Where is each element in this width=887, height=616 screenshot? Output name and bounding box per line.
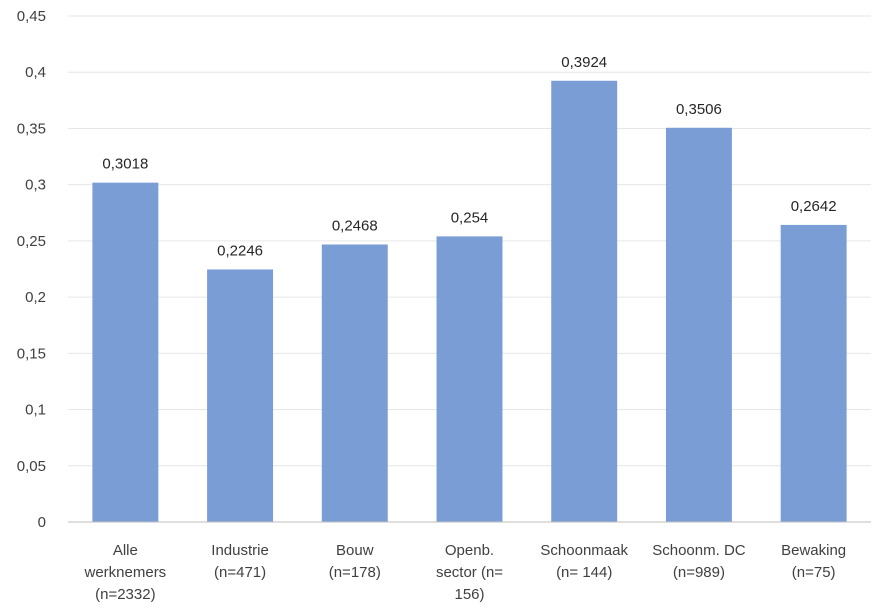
x-category-label: Alle werknemers (n=2332) xyxy=(84,542,167,603)
x-category-label-line: Industrie xyxy=(211,542,269,559)
y-tick-label: 0,35 xyxy=(17,120,46,137)
x-category-label: Bouw (n=178) xyxy=(329,542,381,581)
bar xyxy=(207,269,274,522)
bar xyxy=(321,244,388,522)
x-category-label-line: Bouw xyxy=(336,542,374,559)
x-category-label-line: Alle xyxy=(113,542,138,559)
y-tick-label: 0,45 xyxy=(17,8,46,25)
bars xyxy=(92,80,847,522)
x-category-label-line: Schoonm. DC xyxy=(652,542,746,559)
x-category-label: Industrie (n=471) xyxy=(211,542,269,581)
bar-value-label: 0,3018 xyxy=(102,156,148,173)
y-tick-label: 0,05 xyxy=(17,458,46,475)
x-category-label-line: (n=75) xyxy=(792,564,836,581)
bar-value-label: 0,2642 xyxy=(791,198,837,215)
bar-value-label: 0,254 xyxy=(451,209,489,226)
bar xyxy=(665,127,732,522)
bar xyxy=(92,182,159,522)
x-axis-category-labels: Alle werknemers (n=2332) Industrie (n=471) Bo… xyxy=(84,542,847,603)
x-category-label-line: Bewaking xyxy=(781,542,846,559)
y-tick-label: 0,2 xyxy=(25,289,46,306)
x-category-label-line: (n= 144) xyxy=(556,564,612,581)
x-category-label: Schoonm. DC (n=989) xyxy=(652,542,746,581)
y-tick-label: 0,25 xyxy=(17,233,46,250)
x-category-label: Schoonmaak (n= 144) xyxy=(540,542,628,581)
x-category-label-line: (n=989) xyxy=(673,564,725,581)
bar xyxy=(780,224,847,522)
x-category-label-line: (n=178) xyxy=(329,564,381,581)
y-tick-label: 0,4 xyxy=(25,64,46,81)
y-tick-label: 0 xyxy=(38,514,46,531)
bar xyxy=(436,236,503,522)
x-category-label-line: sector (n= xyxy=(436,564,503,581)
bar xyxy=(551,80,618,522)
bar-value-label: 0,2246 xyxy=(217,242,263,259)
bar-value-label: 0,3506 xyxy=(676,101,722,118)
y-axis-tick-labels: 0 0,05 0,1 0,15 0,2 0,25 0,3 0,35 0,4 0,45 xyxy=(17,8,46,531)
bar-value-label: 0,3924 xyxy=(561,54,607,71)
x-category-label-line: 156) xyxy=(454,586,484,603)
x-category-label-line: werknemers xyxy=(84,564,167,581)
x-category-label-line: Openb. xyxy=(445,542,494,559)
bar-value-label: 0,2468 xyxy=(332,217,378,234)
y-tick-label: 0,1 xyxy=(25,402,46,419)
data-labels: 0,3018 0,2246 0,2468 0,254 0,3924 0,3506 0,264… xyxy=(102,54,836,260)
x-category-label: Openb. sector (n= 156) xyxy=(436,542,503,603)
y-tick-label: 0,15 xyxy=(17,345,46,362)
y-tick-label: 0,3 xyxy=(25,177,46,194)
x-category-label-line: (n=2332) xyxy=(95,586,155,603)
x-category-label: Bewaking (n=75) xyxy=(781,542,846,581)
x-category-label-line: (n=471) xyxy=(214,564,266,581)
x-category-label-line: Schoonmaak xyxy=(540,542,628,559)
